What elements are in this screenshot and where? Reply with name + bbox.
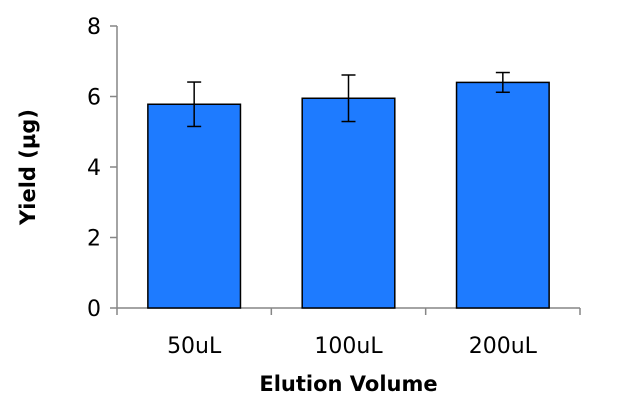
y-tick-label: 6 xyxy=(87,86,101,111)
y-tick-label: 4 xyxy=(87,156,101,181)
x-tick-label: 50uL xyxy=(167,334,222,359)
error-bar xyxy=(495,71,510,94)
y-tick-label: 0 xyxy=(87,297,101,322)
error-bar xyxy=(187,81,202,128)
bar xyxy=(455,81,550,309)
error-bar xyxy=(341,74,356,123)
x-axis-ticks: 50uL 100uL 200uL xyxy=(116,308,581,359)
y-axis-title: Yield (µg) xyxy=(16,109,40,226)
y-tick-label: 8 xyxy=(87,15,101,40)
bar xyxy=(147,103,242,309)
bar xyxy=(301,97,396,309)
x-axis-title: Elution Volume xyxy=(259,372,437,396)
x-tick-label: 100uL xyxy=(314,334,383,359)
y-tick-label: 2 xyxy=(87,227,101,252)
x-tick-label: 200uL xyxy=(469,334,538,359)
bars xyxy=(147,71,550,309)
y-axis-ticks: 0 2 4 6 8 xyxy=(87,15,117,322)
